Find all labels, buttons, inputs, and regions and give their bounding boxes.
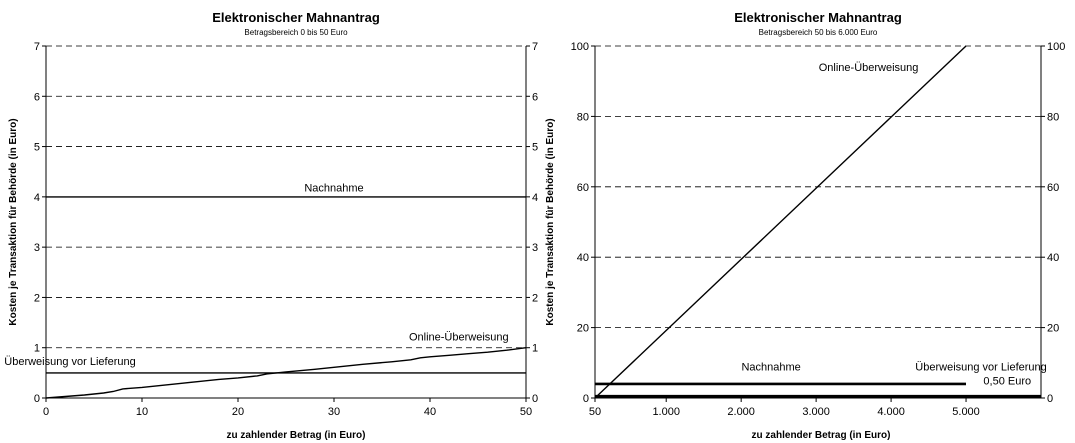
- x-axis-label: zu zahlender Betrag (in Euro): [227, 430, 366, 441]
- tick-labels: 0 20 40 60 80 100 0 20 40 60 80 100 50 1.000 2.000 3.00…: [571, 41, 1066, 418]
- y-tick-label: 80: [577, 111, 589, 123]
- annotation-label: Nachnahme: [304, 182, 363, 194]
- y-tick-label: 5: [34, 142, 40, 154]
- y-axis-label: Kosten je Transaktion für Behörde (in Eu…: [8, 118, 19, 325]
- x-tick-label: 4.000: [877, 406, 905, 418]
- y-tick-label: 7: [34, 41, 40, 53]
- y-axis-label: Kosten je Transaktion für Behörde (in Eu…: [545, 118, 556, 325]
- annotations: Nachnahme Online-Überweisung Überweisung v…: [4, 182, 508, 367]
- secondary-y-tick-label: 0: [532, 393, 538, 405]
- y-tick-label: 100: [571, 41, 589, 53]
- x-axis-label: zu zahlender Betrag (in Euro): [752, 430, 891, 441]
- chart-1: Elektronischer Mahnantrag Betragsbereich…: [545, 10, 1065, 441]
- y-tick-label: 3: [34, 242, 40, 254]
- x-tick-label: 2.000: [727, 406, 755, 418]
- series-lines: [45, 196, 527, 399]
- series-line-online-berweisung: [45, 347, 527, 399]
- secondary-y-tick-label: 20: [1047, 323, 1059, 335]
- secondary-y-tick-label: 7: [532, 41, 538, 53]
- annotation-label: Überweisung vor Lieferung: [4, 356, 135, 368]
- x-tick-label: 3.000: [802, 406, 830, 418]
- axes: [45, 46, 527, 399]
- annotation-label: Nachnahme: [741, 361, 800, 373]
- chart-subtitle: Betragsbereich 50 bis 6.000 Euro: [759, 28, 878, 37]
- secondary-y-tick-label: 80: [1047, 111, 1059, 123]
- secondary-y-tick-label: 40: [1047, 252, 1059, 264]
- chart-subtitle: Betragsbereich 0 bis 50 Euro: [244, 28, 348, 37]
- annotation-label: Online-Überweisung: [409, 332, 509, 344]
- secondary-y-tick-label: 2: [532, 292, 538, 304]
- secondary-y-tick-label: 6: [532, 91, 538, 103]
- y-tick-label: 60: [577, 182, 589, 194]
- chart-title: Elektronischer Mahnantrag: [734, 10, 902, 25]
- y-tick-label: 40: [577, 252, 589, 264]
- x-tick-label: 1.000: [652, 406, 680, 418]
- annotation-label: 0,50 Euro: [983, 375, 1031, 387]
- x-tick-label: 0: [43, 406, 49, 418]
- x-tick-label: 40: [424, 406, 436, 418]
- chart-0: Elektronischer Mahnantrag Betragsbereich…: [4, 10, 538, 441]
- x-tick-label: 30: [328, 406, 340, 418]
- axes: [594, 46, 1042, 399]
- x-tick-label: 50: [520, 406, 532, 418]
- tick-labels: 0 1 2 3 4 5 6 7 0 1 2 3 4 5 6 7 0 10 20 30 40 50: [34, 41, 538, 418]
- series-line-online-berweisung: [594, 45, 967, 399]
- x-tick-label: 10: [136, 406, 148, 418]
- y-tick-label: 0: [583, 393, 589, 405]
- secondary-y-tick-label: 60: [1047, 182, 1059, 194]
- annotation-label: Überweisung vor Lieferung: [915, 361, 1046, 373]
- secondary-y-tick-label: 4: [532, 192, 538, 204]
- x-tick-label: 5.000: [952, 406, 980, 418]
- chart-title: Elektronischer Mahnantrag: [212, 10, 380, 25]
- secondary-y-tick-label: 0: [1047, 393, 1053, 405]
- y-tick-label: 6: [34, 91, 40, 103]
- y-tick-label: 4: [34, 192, 40, 204]
- annotation-label: Online-Überweisung: [819, 62, 919, 74]
- x-tick-label: 50: [589, 406, 601, 418]
- y-tick-label: 0: [34, 393, 40, 405]
- x-tick-label: 20: [232, 406, 244, 418]
- secondary-y-tick-label: 3: [532, 242, 538, 254]
- annotations: Online-Überweisung Nachnahme Überweisung v…: [741, 62, 1046, 387]
- series-lines: [594, 45, 1041, 399]
- y-tick-label: 20: [577, 323, 589, 335]
- secondary-y-tick-label: 100: [1047, 41, 1065, 53]
- secondary-y-tick-label: 1: [532, 343, 538, 355]
- y-tick-label: 1: [34, 343, 40, 355]
- secondary-y-tick-label: 5: [532, 142, 538, 154]
- y-tick-label: 2: [34, 292, 40, 304]
